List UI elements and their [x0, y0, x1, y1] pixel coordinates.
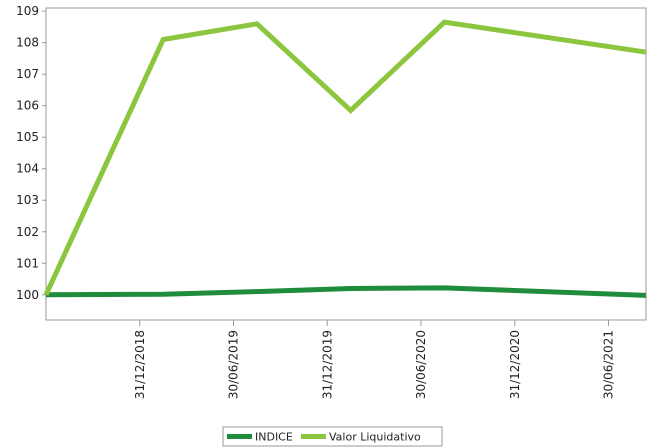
plot-border: [45, 7, 647, 321]
y-tick-label: 104: [16, 162, 39, 176]
legend-item-indice-label: INDICE: [255, 431, 293, 444]
y-tick-label: 103: [16, 193, 39, 207]
series-layer: [43, 19, 647, 298]
legend-box: [222, 426, 443, 447]
series-line-indice: [45, 285, 647, 298]
y-tick-label: 107: [16, 67, 39, 81]
y-axis: 100 101 102 103 104 105 106 107 108 109: [16, 4, 46, 302]
x-tick-label: 30/06/2020: [414, 330, 428, 399]
y-tick-label: 109: [16, 4, 39, 18]
x-tick-label: 31/12/2020: [508, 330, 522, 399]
plot-area: [45, 7, 647, 321]
x-tick-label: 30/06/2019: [227, 330, 241, 399]
y-tick-label: 108: [16, 36, 39, 50]
x-tick-label: 31/12/2019: [320, 330, 334, 399]
x-tick-label: 31/12/2018: [133, 330, 147, 399]
series-line-valor-liquidativo: [43, 19, 647, 296]
x-axis: 31/12/2018 30/06/2019 31/12/2019 30/06/2020…: [133, 320, 616, 399]
y-tick-label: 100: [16, 288, 39, 302]
legend: INDICE Valor Liquidativo: [222, 426, 443, 447]
y-tick-label: 101: [16, 256, 39, 270]
y-tick-label: 106: [16, 99, 39, 113]
x-tick-label: 30/06/2021: [602, 330, 616, 399]
legend-item-valor-liquidativo-label: Valor Liquidativo: [329, 431, 421, 444]
y-tick-label: 105: [16, 130, 39, 144]
y-tick-label: 102: [16, 225, 39, 239]
